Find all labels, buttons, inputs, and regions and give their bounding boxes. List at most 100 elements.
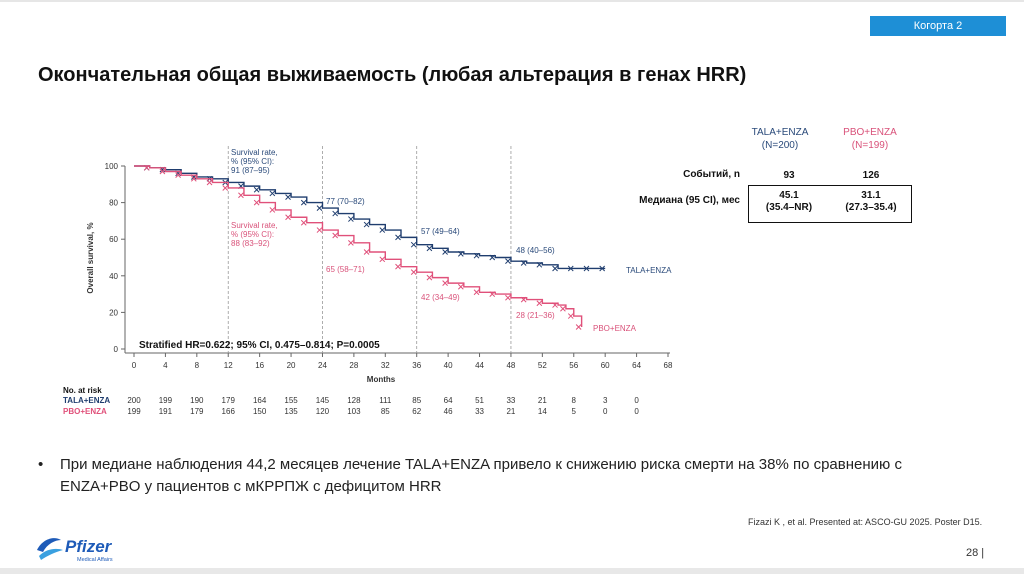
risk-table-cell: 191 bbox=[159, 407, 173, 416]
y-tick-label: 20 bbox=[109, 308, 118, 317]
censor-mark bbox=[395, 234, 401, 241]
median-tala-ci: (35.4–NR) bbox=[765, 202, 813, 213]
risk-table-cell: 150 bbox=[253, 407, 267, 416]
censor-mark bbox=[190, 175, 197, 182]
censor-mark bbox=[442, 280, 448, 286]
censor-mark bbox=[410, 269, 417, 275]
censor-mark bbox=[379, 256, 386, 263]
censor-mark bbox=[395, 263, 401, 270]
x-tick-label: 36 bbox=[412, 361, 421, 370]
page-number: 28 | bbox=[966, 547, 985, 559]
censor-mark bbox=[489, 254, 496, 261]
censor-mark bbox=[332, 232, 339, 239]
y-tick-label: 60 bbox=[109, 235, 118, 244]
censor-mark bbox=[316, 227, 323, 233]
risk-table-cell: 64 bbox=[444, 396, 453, 405]
cohort-badge: Когорта 2 bbox=[870, 16, 1006, 36]
x-tick-label: 60 bbox=[601, 361, 610, 370]
x-tick-label: 0 bbox=[132, 361, 137, 370]
censor-mark bbox=[426, 274, 433, 281]
slide-title: Окончательная общая выживаемость (любая … bbox=[38, 64, 747, 86]
risk-table-cell: 46 bbox=[444, 407, 453, 416]
censor-mark bbox=[253, 199, 260, 206]
x-tick-label: 32 bbox=[381, 361, 390, 370]
col-header-pbo-name: PBO+ENZA bbox=[843, 127, 897, 138]
risk-table-cell: 145 bbox=[316, 396, 330, 405]
risk-table-cell: 62 bbox=[412, 407, 421, 416]
tala-annotation-48m: 48 (40–56) bbox=[516, 246, 555, 255]
x-tick-label: 48 bbox=[506, 361, 515, 370]
col-header-tala-n: (N=200) bbox=[761, 140, 799, 151]
risk-table-cell: 21 bbox=[538, 396, 547, 405]
risk-table-cell: 85 bbox=[412, 396, 421, 405]
censor-mark bbox=[536, 300, 543, 307]
events-tala: 93 bbox=[783, 170, 795, 181]
censor-mark bbox=[583, 265, 590, 272]
median-pbo-value: 31.1 bbox=[861, 190, 881, 201]
tala-annotation-36m: 57 (49–64) bbox=[421, 227, 460, 236]
median-tala-value: 45.1 bbox=[779, 190, 799, 201]
median-box bbox=[748, 185, 912, 223]
pbo-annotation-12m: % (95% CI): bbox=[231, 230, 274, 239]
y-tick-label: 100 bbox=[105, 162, 119, 171]
pfizer-swoosh-2-icon bbox=[39, 548, 63, 560]
risk-table-cell: 5 bbox=[572, 407, 577, 416]
risk-table-cell: 3 bbox=[603, 396, 608, 405]
bottom-rule bbox=[0, 568, 1024, 574]
censor-mark bbox=[143, 164, 150, 171]
series-line-1 bbox=[134, 165, 583, 328]
censor-mark bbox=[552, 302, 558, 308]
col-header-tala-name: TALA+ENZA bbox=[751, 127, 809, 138]
risk-table-cell: 179 bbox=[222, 396, 236, 405]
censor-mark bbox=[536, 261, 543, 268]
x-tick-label: 64 bbox=[632, 361, 641, 370]
censor-mark bbox=[379, 227, 386, 233]
censor-mark bbox=[575, 324, 582, 330]
censor-mark bbox=[457, 283, 464, 290]
censor-mark bbox=[520, 296, 527, 303]
risk-table-cell: 8 bbox=[572, 396, 577, 405]
censor-mark bbox=[473, 252, 480, 259]
x-tick-label: 52 bbox=[538, 361, 547, 370]
reference: Fizazi K , et al. Presented at: ASCO-GU … bbox=[748, 517, 983, 527]
censor-mark bbox=[363, 221, 370, 228]
x-tick-label: 40 bbox=[444, 361, 453, 370]
median-pbo-ci: (27.3–35.4) bbox=[845, 202, 897, 213]
censor-mark bbox=[567, 313, 574, 319]
events-pbo: 126 bbox=[862, 170, 880, 181]
hazard-ratio-text: Stratified HR=0.622; 95% CI, 0.475–0.814… bbox=[139, 340, 380, 351]
risk-table-cell: 33 bbox=[475, 407, 484, 416]
censor-mark bbox=[348, 240, 354, 246]
risk-table-cell: 120 bbox=[316, 407, 330, 416]
risk-table-cell: 135 bbox=[284, 407, 298, 416]
y-tick-label: 0 bbox=[114, 345, 119, 354]
pbo-legend-label: PBO+ENZA bbox=[593, 324, 637, 333]
censor-mark bbox=[332, 210, 339, 217]
x-axis-label: Months bbox=[367, 375, 396, 384]
risk-table-cell: 164 bbox=[253, 396, 267, 405]
censor-mark bbox=[300, 219, 307, 226]
censor-mark bbox=[567, 265, 574, 272]
median-tala: 45.1 (35.4–NR) bbox=[748, 190, 830, 214]
censor-mark bbox=[269, 190, 276, 197]
col-header-pbo-n: (N=199) bbox=[851, 140, 889, 151]
x-tick-label: 28 bbox=[349, 361, 358, 370]
censor-mark bbox=[410, 241, 417, 248]
events-label: Событий, n bbox=[683, 169, 740, 180]
x-tick-label: 16 bbox=[255, 361, 264, 370]
x-tick-label: 68 bbox=[664, 361, 673, 370]
censor-mark bbox=[489, 291, 496, 297]
summary-bullet-text: При медиане наблюдения 44,2 месяцев лече… bbox=[60, 456, 902, 495]
censor-mark bbox=[253, 186, 260, 193]
risk-table-cell: 199 bbox=[127, 407, 141, 416]
pfizer-logo: Pfizer Medical Affairs bbox=[37, 537, 113, 563]
tala-legend-label: TALA+ENZA bbox=[626, 266, 672, 275]
y-tick-label: 80 bbox=[109, 199, 118, 208]
pbo-annotation-12m: Survival rate, bbox=[231, 221, 278, 230]
col-header-pbo: PBO+ENZA (N=199) bbox=[830, 126, 910, 152]
risk-table-cell: 128 bbox=[347, 396, 361, 405]
censor-mark bbox=[426, 245, 433, 252]
pbo-annotation-12m: 88 (83–92) bbox=[231, 239, 270, 248]
tala-annotation-12m: % (95% CI): bbox=[231, 157, 274, 166]
y-axis-label: Overall survival, % bbox=[86, 222, 95, 293]
